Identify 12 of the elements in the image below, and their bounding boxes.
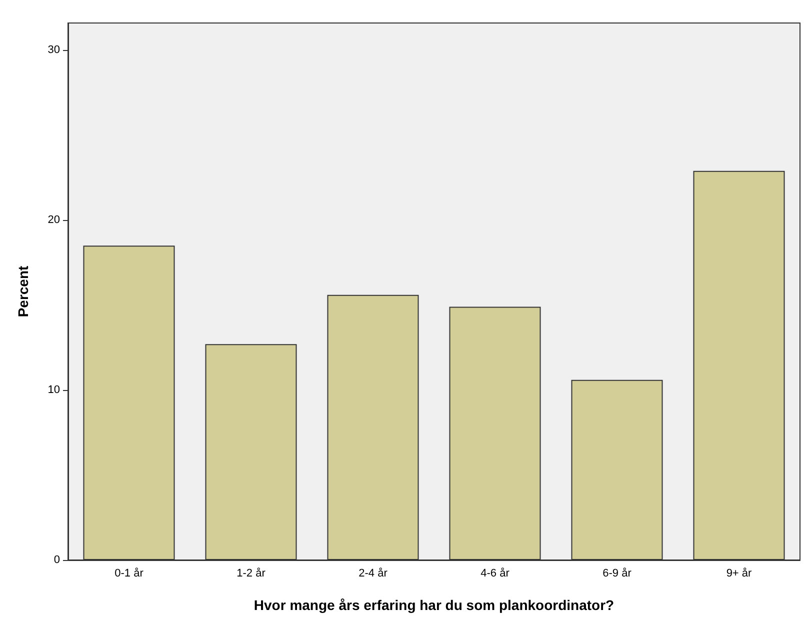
y-axis-title: Percent bbox=[15, 265, 31, 318]
x-axis-title: Hvor mange års erfaring har du som plankoordinator? bbox=[254, 597, 614, 613]
y-tick-label: 30 bbox=[48, 44, 60, 56]
y-tick-label: 0 bbox=[54, 554, 60, 566]
y-tick-label: 10 bbox=[48, 384, 60, 396]
x-tick-label: 2-4 år bbox=[358, 568, 388, 580]
x-tick-label: 0-1 år bbox=[114, 568, 144, 580]
x-tick-label: 1-2 år bbox=[236, 568, 266, 580]
x-tick-label: 6-9 år bbox=[602, 568, 632, 580]
x-tick-label: 9+ år bbox=[726, 568, 752, 580]
x-tick-label: 4-6 år bbox=[480, 568, 510, 580]
y-tick-label: 20 bbox=[48, 214, 60, 226]
